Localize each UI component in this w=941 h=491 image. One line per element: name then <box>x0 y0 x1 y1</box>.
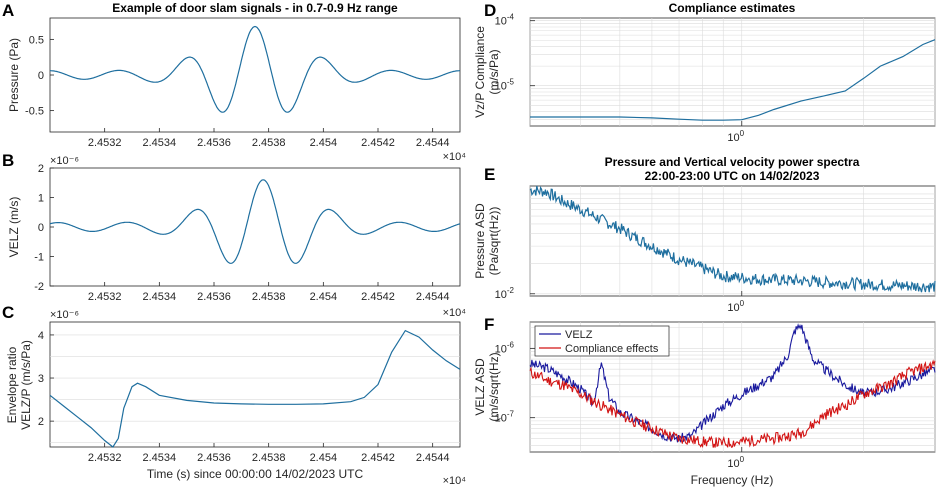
panel-e-ylabel-line1: Pressure ASD <box>473 203 487 279</box>
panel-c-ylabel-line2: VELZ/P (m/s/Pa) <box>19 340 33 430</box>
panel-b-ytick: -2 <box>34 281 44 293</box>
panel-f-legend: VELZ Compliance effects <box>534 325 670 357</box>
panel-d-ylabel-line2: (m/s/Pa) <box>487 49 501 94</box>
panel-a-xtick: 2.4538 <box>252 137 286 149</box>
panel-c-y-exponent: ×10⁻⁶ <box>50 309 79 321</box>
panel-c-ylabel-line1: Envelope ratio <box>5 346 19 423</box>
panel-d-ylabel-line1: Vz/P Compliance <box>473 26 487 118</box>
panel-b-x-exponent: ×10⁴ <box>443 307 467 319</box>
panel-f-compliance-effects-line <box>529 359 936 449</box>
panel-a-ytick: -0.5 <box>25 106 44 118</box>
panel-b-xtick: 2.4532 <box>88 291 122 303</box>
panel-c-x-exponent: ×10⁴ <box>443 475 467 487</box>
panel-b: B ×10⁴ ×10⁻⁶ 2.4532 2.4534 2.4536 2.4538 2.4… <box>2 151 466 303</box>
panel-e-pressure-asd-line <box>529 185 936 293</box>
panel-d-compliance-line <box>530 39 936 121</box>
panel-a-xtick: 2.454 <box>310 137 338 149</box>
panel-c-xtick: 2.454 <box>310 452 338 464</box>
panel-a-xtick: 2.4536 <box>197 137 231 149</box>
panel-b-ytick: 2 <box>38 163 44 175</box>
panel-a-xtick: 2.4542 <box>361 137 395 149</box>
panel-a-xtick: 2.4544 <box>416 137 450 149</box>
panel-e-title: Pressure and Vertical velocity power spe… <box>605 155 860 169</box>
panel-letter-d: D <box>484 1 496 20</box>
panel-a-xtick: 2.4534 <box>143 137 177 149</box>
panel-a-ytick: 0.5 <box>29 34 44 46</box>
panel-letter-a: A <box>2 1 14 20</box>
panel-f-velz-line <box>529 323 936 443</box>
panel-c-xlabel: Time (s) since 00:00:00 14/02/2023 UTC <box>147 467 364 481</box>
panel-c-xtick: 2.4532 <box>88 452 122 464</box>
panel-d-title: Compliance estimates <box>669 1 796 15</box>
legend-velz: VELZ <box>565 329 593 341</box>
panel-d-xtick: 100 <box>727 129 744 144</box>
panel-b-xtick: 2.4544 <box>416 291 450 303</box>
panel-letter-f: F <box>484 315 494 334</box>
panel-c-ytick: 4 <box>38 330 44 342</box>
panel-b-ytick: 0 <box>38 222 44 234</box>
panel-a-xtick: 2.4532 <box>88 137 122 149</box>
panel-c-envelope-line <box>49 329 461 448</box>
panel-letter-c: C <box>2 303 14 322</box>
panel-b-xtick: 2.4542 <box>361 291 395 303</box>
panel-b-xtick: 2.454 <box>310 291 338 303</box>
panel-c-ytick: 3 <box>38 373 44 385</box>
panel-e-subtitle: 22:00-23:00 UTC on 14/02/2023 <box>645 169 820 183</box>
panel-c-xtick: 2.4538 <box>252 452 286 464</box>
panel-b-ytick: -1 <box>34 252 44 264</box>
panel-f-ylabel-line1: VELZ ASD <box>473 358 487 416</box>
panel-c-xtick: 2.4534 <box>143 452 177 464</box>
panel-b-velz-line <box>49 179 461 264</box>
panel-c-xtick: 2.4544 <box>416 452 450 464</box>
panel-f-xlabel: Frequency (Hz) <box>691 473 774 487</box>
panel-e-ylabel-line2: (Pa/sqrt(Hz)) <box>487 207 501 276</box>
panel-a-ylabel: Pressure (Pa) <box>7 38 21 112</box>
panel-c-xtick: 2.4536 <box>197 452 231 464</box>
panel-b-ytick: 1 <box>38 193 44 205</box>
panel-b-xtick: 2.4536 <box>197 291 231 303</box>
panel-d-ytick: 10-4 <box>495 13 515 28</box>
panel-f-ylabel-line2: (m/s/sqrt(Hz) <box>487 352 501 421</box>
panel-a-pressure-line <box>50 25 460 113</box>
panel-c: C ×10⁴ ×10⁻⁶ 2.4532 2.4534 2.4536 2.4538 2.4… <box>2 303 466 487</box>
panel-a-ytick: 0 <box>38 70 44 82</box>
panel-b-xtick: 2.4534 <box>143 291 177 303</box>
panel-a: A Example of door slam signals - in 0.7-… <box>2 1 461 149</box>
panel-c-xtick: 2.4542 <box>361 452 395 464</box>
panel-f-xtick: 100 <box>727 455 744 470</box>
panel-b-ylabel: VELZ (m/s) <box>7 197 21 258</box>
panel-e-ytick: 10-2 <box>495 286 515 301</box>
panel-e-xtick: 100 <box>727 299 744 314</box>
legend-compliance-effects: Compliance effects <box>565 343 659 355</box>
panel-a-x-exponent: ×10⁴ <box>443 151 467 163</box>
panel-e: E Pressure and Vertical velocity power s… <box>473 155 936 314</box>
panel-a-title: Example of door slam signals - in 0.7-0.… <box>112 1 398 15</box>
panel-letter-b: B <box>2 151 14 170</box>
panel-b-y-exponent: ×10⁻⁶ <box>50 155 79 167</box>
panel-b-xtick: 2.4538 <box>252 291 286 303</box>
panel-c-ytick: 2 <box>38 416 44 428</box>
panel-letter-e: E <box>484 165 495 184</box>
